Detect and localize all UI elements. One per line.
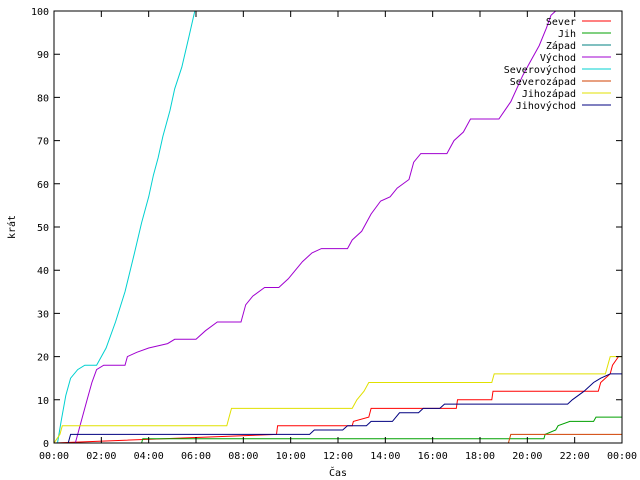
x-axis-title: Čas <box>329 466 347 479</box>
legend-label: Západ <box>546 40 576 52</box>
series-lines <box>54 11 622 443</box>
series-line-6 <box>54 433 622 443</box>
x-tick-label: 00:00 <box>39 451 69 462</box>
x-tick-label: 20:00 <box>512 451 542 462</box>
x-tick-label: 22:00 <box>560 451 590 462</box>
axis-ticks: 00:00 02:00 04:00 06:00 08:00 10:00 12:00 14:00… <box>31 7 637 462</box>
series-line-4 <box>74 11 557 443</box>
y-tick-label: 70 <box>37 137 49 148</box>
legend-label: Sever <box>546 17 576 28</box>
series-line-5 <box>57 11 196 443</box>
legend-label: Severozápad <box>510 76 576 88</box>
x-tick-label: 08:00 <box>228 451 258 462</box>
y-tick-label: 0 <box>43 439 49 450</box>
y-tick-label: 80 <box>37 93 49 104</box>
legend-label: Jihozápad <box>522 88 576 100</box>
x-tick-label: 16:00 <box>418 451 448 462</box>
x-tick-label: 00:00 <box>607 451 637 462</box>
legend-label: Jih <box>558 29 576 40</box>
x-tick-label: 06:00 <box>181 451 211 462</box>
y-tick-label: 90 <box>37 50 49 61</box>
legend-label: Jihovýchod <box>516 100 576 112</box>
x-tick-label: 04:00 <box>134 451 164 462</box>
y-tick-label: 50 <box>37 223 49 234</box>
series-line-2 <box>54 416 622 443</box>
y-axis-title: krát <box>6 215 18 239</box>
x-tick-label: 10:00 <box>276 451 306 462</box>
y-tick-label: 10 <box>37 396 49 407</box>
series-line-8 <box>54 373 622 443</box>
legend-label: Severovýchod <box>504 64 576 76</box>
y-tick-label: 60 <box>37 180 49 191</box>
y-tick-label: 40 <box>37 266 49 277</box>
y-tick-label: 30 <box>37 309 49 320</box>
series-line-7 <box>54 356 622 443</box>
y-tick-label: 100 <box>31 7 49 18</box>
x-tick-label: 14:00 <box>370 451 400 462</box>
x-tick-label: 18:00 <box>465 451 495 462</box>
x-tick-label: 02:00 <box>86 451 116 462</box>
x-tick-label: 12:00 <box>323 451 353 462</box>
legend-label: Východ <box>540 52 576 64</box>
legend: SeverJihZápadVýchodSeverovýchodSeverozáp… <box>504 17 611 112</box>
y-tick-label: 20 <box>37 353 49 364</box>
